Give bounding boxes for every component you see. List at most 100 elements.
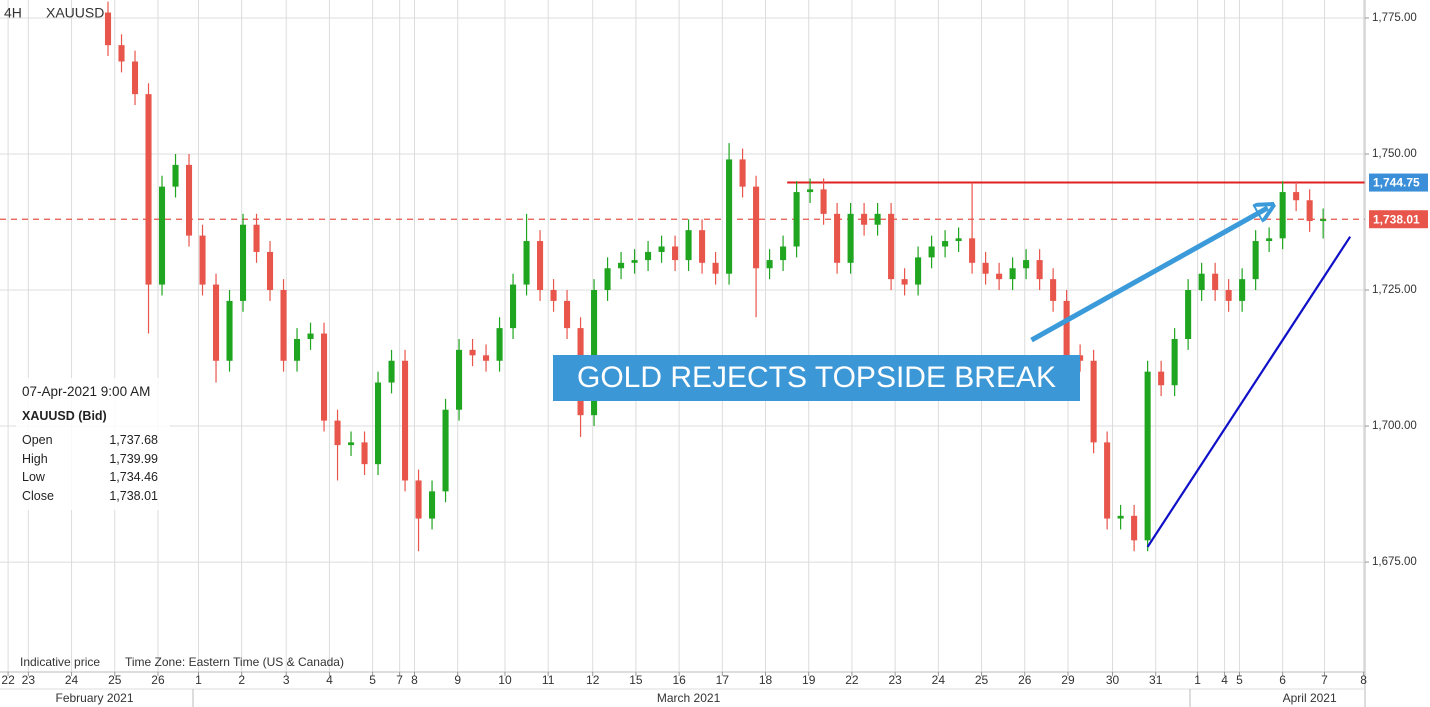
trend-line (1146, 236, 1352, 548)
candle-body (1198, 273, 1205, 291)
candle-body (726, 159, 733, 274)
price-tag-label: 1,738.01 (1373, 212, 1420, 226)
x-tick-label: 7 (1321, 673, 1328, 687)
candle-body (645, 251, 652, 261)
candle-body (928, 246, 935, 258)
candle-body (685, 230, 692, 261)
candle-body (550, 290, 557, 301)
candle-body (1131, 515, 1138, 541)
candle-body (199, 235, 206, 285)
candle-body (901, 279, 908, 285)
candle-body (739, 159, 746, 187)
candle-body (1293, 192, 1300, 201)
footer-note: Indicative price (20, 655, 100, 669)
month-label: April 2021 (1283, 691, 1337, 705)
candle-body (1117, 515, 1124, 519)
x-tick-label: 17 (716, 673, 730, 687)
candle-body (104, 12, 112, 46)
x-tick-label: 5 (369, 673, 376, 687)
candle-body (429, 491, 436, 519)
candle-body (348, 442, 355, 446)
candle-body (861, 213, 868, 225)
y-tick-label: 1,750.00 (1372, 148, 1417, 160)
grid (0, 0, 1365, 672)
x-tick-label: 15 (629, 673, 643, 687)
candle-body (456, 349, 463, 410)
info-label: Low (22, 470, 45, 484)
x-tick-label: 22 (845, 673, 859, 687)
candle-body (969, 238, 976, 263)
x-tick-label: 2 (238, 673, 245, 687)
candle-body (1252, 241, 1259, 280)
month-label: March 2021 (657, 691, 721, 705)
axes: 1,775.00 1,750.00 1,725.00 1,700.00 1,675.00… (1, 12, 1428, 705)
candle-body (415, 480, 422, 519)
candle-body (1144, 371, 1151, 541)
x-tick-label: 19 (802, 673, 816, 687)
info-label: Open (22, 433, 53, 447)
footer-note: Time Zone: Eastern Time (US & Canada) (125, 655, 344, 669)
candle-body (361, 442, 368, 465)
candle-body (239, 224, 247, 301)
candle-body (131, 61, 139, 95)
symbol: XAUUSD (46, 5, 104, 21)
x-tick-label: 24 (932, 673, 946, 687)
candle-body (766, 260, 773, 269)
candle-body (1009, 268, 1016, 280)
candle-body (1077, 355, 1084, 361)
x-tick-label: 1 (1194, 673, 1201, 687)
candle-body (1306, 200, 1313, 222)
x-tick-label: 9 (454, 673, 461, 687)
x-tick-label: 26 (1018, 673, 1032, 687)
candle-body (1212, 273, 1219, 291)
candle-body (807, 189, 814, 193)
x-tick-label: 31 (1149, 673, 1163, 687)
candle-body (1279, 192, 1286, 239)
x-tick-label: 5 (1236, 673, 1243, 687)
candle-body (753, 186, 760, 269)
candle-body (334, 420, 341, 446)
candle-body (510, 284, 517, 329)
x-tick-label: 11 (542, 673, 555, 687)
candle-body (564, 300, 571, 329)
candle-body (158, 186, 166, 285)
candle-body (793, 192, 800, 247)
candle-body (1266, 238, 1273, 242)
x-tick-label: 1 (195, 673, 202, 687)
x-tick-label: 4 (326, 673, 333, 687)
x-tick-label: 6 (1279, 673, 1286, 687)
candle-body (942, 241, 949, 247)
y-tick-label: 1,675.00 (1372, 556, 1417, 568)
candle-body (212, 284, 220, 361)
y-tick-label: 1,700.00 (1372, 420, 1417, 432)
candle-body (253, 224, 260, 252)
x-tick-label: 16 (672, 673, 686, 687)
candle-body (118, 45, 125, 62)
candle-body (145, 94, 152, 285)
candle-body (1225, 290, 1232, 301)
info-value: 1,738.01 (109, 488, 158, 503)
candle-body (888, 213, 895, 280)
candle-body (820, 189, 827, 214)
candle-body (780, 246, 787, 261)
candle-body (982, 262, 989, 274)
candle-body (185, 164, 193, 236)
info-label: Close (22, 488, 54, 503)
timeframe: 4H (4, 5, 22, 21)
candle-body (604, 268, 611, 291)
candle-body (996, 273, 1003, 280)
candle-body (1185, 290, 1192, 339)
candle-body (1158, 371, 1165, 386)
y-tick-label: 1,725.00 (1372, 284, 1417, 296)
candle-body (955, 238, 962, 242)
candle-body (1063, 300, 1070, 356)
x-tick-label: 29 (1061, 673, 1075, 687)
x-tick-label: 8 (1360, 673, 1367, 687)
x-tick-label: 8 (411, 673, 418, 687)
candle-body (375, 382, 382, 465)
candle-body (266, 251, 274, 291)
candle-body (712, 262, 719, 274)
price-tag (1369, 173, 1428, 192)
x-tick-label: 23 (22, 673, 36, 687)
